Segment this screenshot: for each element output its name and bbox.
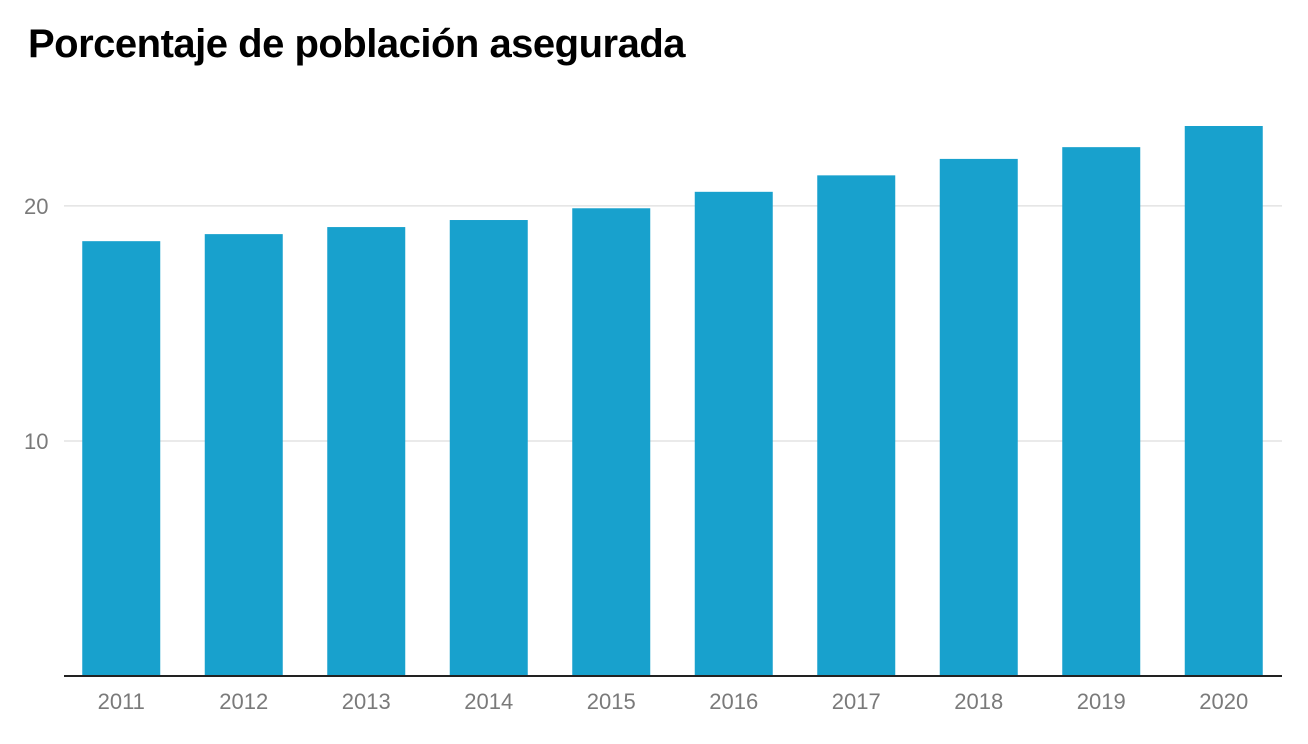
bar-2014 (449, 220, 528, 676)
bar-2016 (694, 191, 773, 677)
x-tick-label-2015: 2015 (587, 689, 636, 714)
bar-2017 (817, 175, 896, 676)
x-tick-label-2019: 2019 (1077, 689, 1126, 714)
tick-labels: 10 20 2011 2012 2013 2014 2015 2016 2017 2018 2019… (24, 194, 1248, 714)
x-tick-label-2016: 2016 (709, 689, 758, 714)
bar-2018 (939, 158, 1018, 676)
x-tick-label-2014: 2014 (464, 689, 513, 714)
x-tick-label-2018: 2018 (954, 689, 1003, 714)
bar-2019 (1062, 147, 1141, 677)
bars (82, 126, 1263, 677)
chart-title: Porcentaje de población asegurada (28, 22, 686, 66)
x-tick-label-2012: 2012 (219, 689, 268, 714)
y-tick-label-20: 20 (24, 194, 48, 219)
bar-2012 (204, 234, 283, 676)
x-tick-label-2013: 2013 (342, 689, 391, 714)
bar-2020 (1184, 126, 1263, 676)
bar-2011 (82, 241, 161, 676)
bar-2015 (572, 208, 651, 676)
x-tick-label-2011: 2011 (98, 689, 145, 714)
bar-2013 (327, 227, 406, 677)
x-tick-label-2017: 2017 (832, 689, 881, 714)
x-tick-label-2020: 2020 (1199, 689, 1248, 714)
y-tick-label-10: 10 (24, 429, 48, 454)
